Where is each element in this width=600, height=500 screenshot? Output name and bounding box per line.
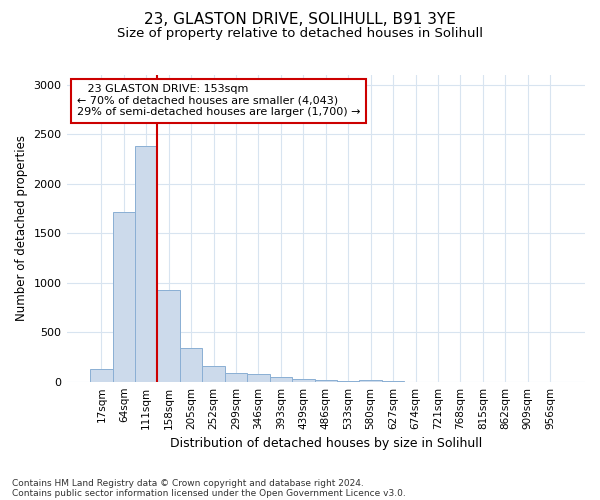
Bar bbox=[359, 380, 382, 382]
Bar bbox=[202, 366, 225, 382]
Bar bbox=[225, 373, 247, 382]
Y-axis label: Number of detached properties: Number of detached properties bbox=[15, 136, 28, 322]
Bar bbox=[113, 212, 135, 382]
Text: 23, GLASTON DRIVE, SOLIHULL, B91 3YE: 23, GLASTON DRIVE, SOLIHULL, B91 3YE bbox=[144, 12, 456, 28]
Bar bbox=[90, 369, 113, 382]
Bar bbox=[292, 378, 314, 382]
Bar bbox=[337, 380, 359, 382]
Bar bbox=[135, 146, 157, 382]
Bar bbox=[247, 374, 269, 382]
Text: Contains public sector information licensed under the Open Government Licence v3: Contains public sector information licen… bbox=[12, 488, 406, 498]
Bar bbox=[269, 376, 292, 382]
Text: 23 GLASTON DRIVE: 153sqm
← 70% of detached houses are smaller (4,043)
29% of sem: 23 GLASTON DRIVE: 153sqm ← 70% of detach… bbox=[77, 84, 361, 117]
Bar bbox=[314, 380, 337, 382]
Text: Size of property relative to detached houses in Solihull: Size of property relative to detached ho… bbox=[117, 28, 483, 40]
X-axis label: Distribution of detached houses by size in Solihull: Distribution of detached houses by size … bbox=[170, 437, 482, 450]
Text: Contains HM Land Registry data © Crown copyright and database right 2024.: Contains HM Land Registry data © Crown c… bbox=[12, 478, 364, 488]
Bar bbox=[180, 348, 202, 382]
Bar bbox=[157, 290, 180, 382]
